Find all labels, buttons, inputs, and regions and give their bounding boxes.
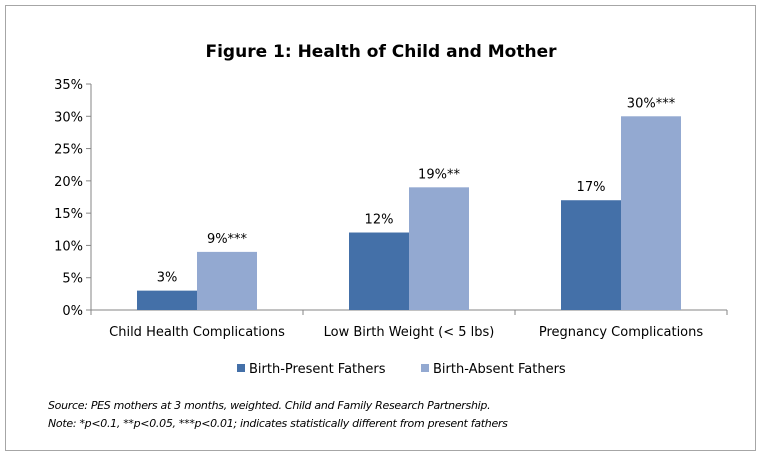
- y-tick-label: 15%: [54, 207, 83, 222]
- x-tick-label: Pregnancy Complications: [539, 325, 704, 340]
- bar-absent: [409, 187, 469, 310]
- y-tick-label: 0%: [62, 304, 83, 319]
- chart-frame: [5, 5, 756, 451]
- chart-title: Figure 1: Health of Child and Mother: [205, 42, 557, 62]
- bar-present: [561, 200, 621, 310]
- y-tick-label: 25%: [54, 143, 83, 158]
- y-tick-label: 30%: [54, 110, 83, 125]
- y-tick-label: 5%: [62, 272, 83, 287]
- bar-absent: [197, 251, 257, 310]
- bar-present: [137, 290, 197, 310]
- legend-swatch: [237, 364, 245, 372]
- source-note: Source: PES mothers at 3 months, weighte…: [48, 399, 491, 412]
- legend-swatch: [421, 364, 429, 372]
- legend-label: Birth-Present Fathers: [249, 362, 386, 377]
- data-label: 17%: [577, 180, 606, 195]
- significance-note: Note: *p<0.1, **p<0.05, ***p<0.01; indic…: [48, 417, 508, 430]
- data-label: 19%**: [418, 167, 460, 182]
- data-label: 3%: [157, 271, 178, 286]
- x-tick-label: Low Birth Weight (< 5 lbs): [324, 325, 495, 340]
- y-tick-label: 20%: [54, 175, 83, 190]
- y-tick-label: 10%: [54, 239, 83, 254]
- bar-absent: [621, 116, 681, 311]
- data-label: 9%***: [207, 232, 248, 247]
- data-label: 30%***: [627, 96, 676, 111]
- x-tick-label: Child Health Complications: [109, 325, 285, 340]
- y-tick-label: 35%: [54, 78, 83, 93]
- legend-label: Birth-Absent Fathers: [433, 362, 566, 377]
- data-label: 12%: [365, 213, 394, 228]
- bar-present: [349, 232, 409, 310]
